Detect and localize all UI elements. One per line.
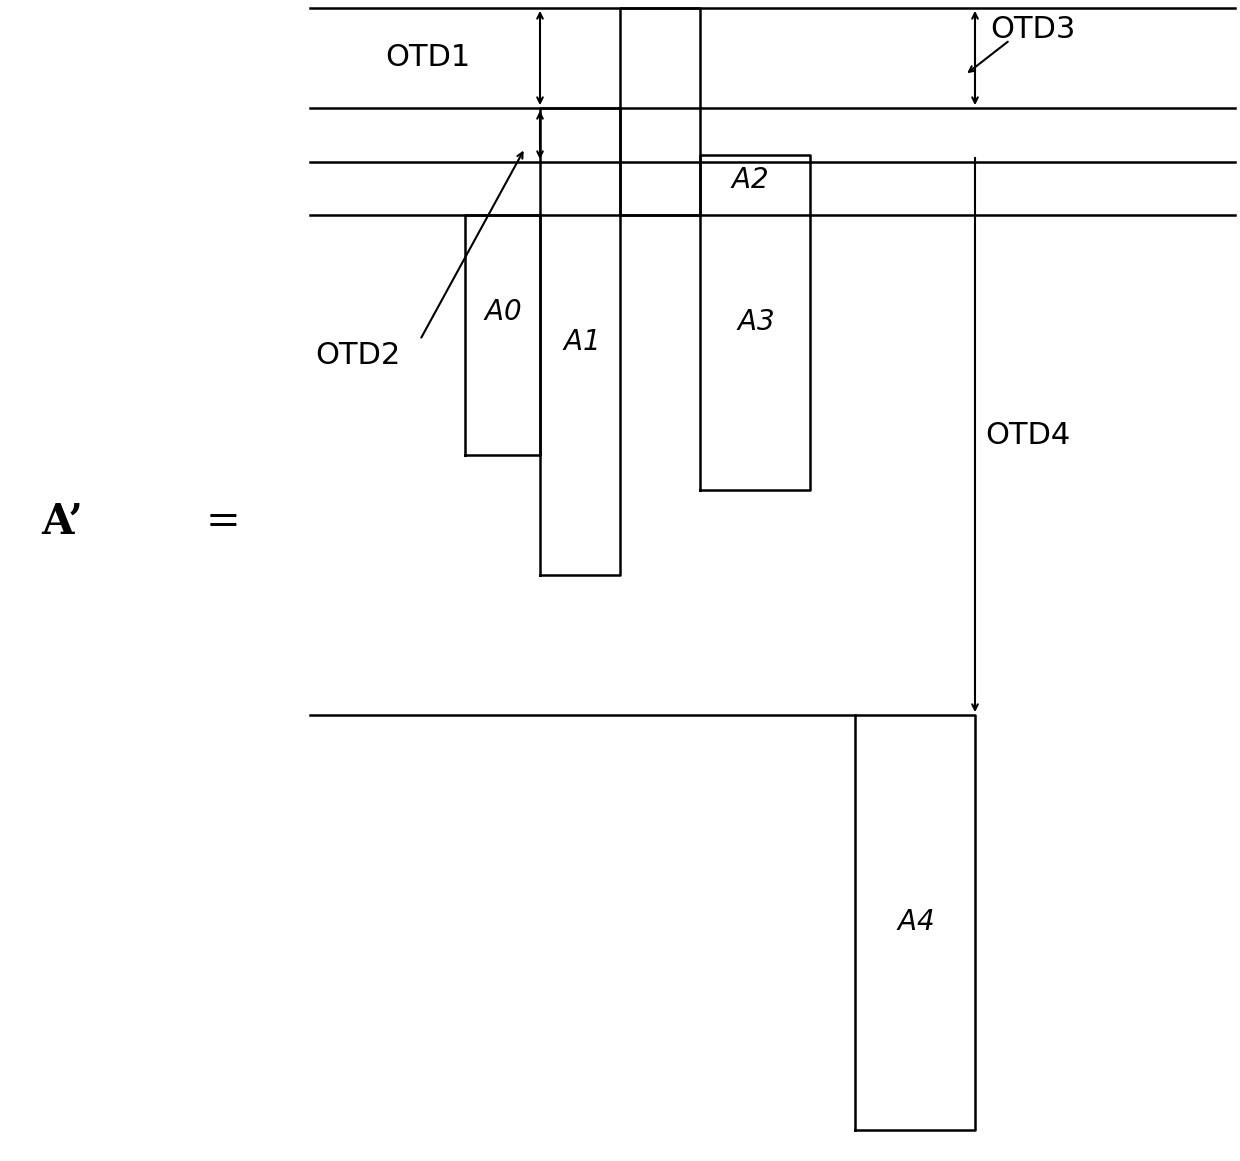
Text: $A$3: $A$3 bbox=[735, 309, 774, 337]
Text: OTD4: OTD4 bbox=[985, 420, 1070, 449]
Text: OTD3: OTD3 bbox=[990, 15, 1075, 44]
Text: $A$4: $A$4 bbox=[897, 909, 934, 937]
Text: OTD1: OTD1 bbox=[384, 43, 470, 72]
Text: =: = bbox=[206, 502, 241, 543]
Text: OTD2: OTD2 bbox=[315, 340, 401, 369]
Text: $A$1: $A$1 bbox=[562, 327, 598, 355]
Text: $A$0: $A$0 bbox=[484, 297, 522, 326]
Text: A’: A’ bbox=[41, 502, 83, 543]
Text: $A$2: $A$2 bbox=[730, 166, 769, 194]
